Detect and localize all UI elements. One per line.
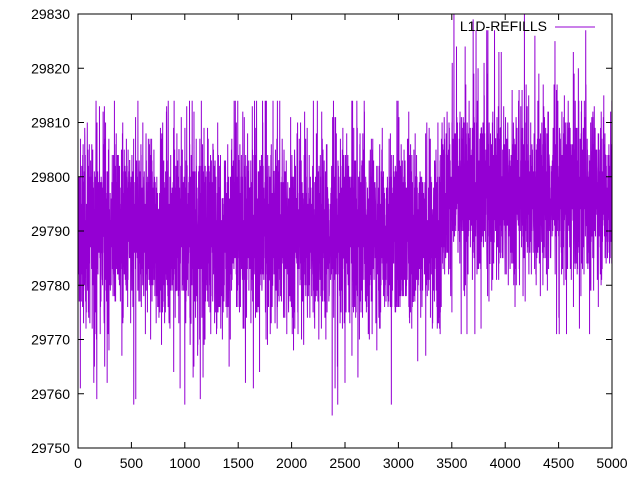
x-tick-label: 4500	[543, 455, 574, 471]
x-tick-label: 2500	[329, 455, 360, 471]
x-tick-label: 500	[120, 455, 144, 471]
y-tick-label: 29790	[31, 223, 70, 239]
y-tick-label: 29810	[31, 115, 70, 131]
y-tick-label: 29820	[31, 60, 70, 76]
x-tick-label: 1000	[169, 455, 200, 471]
legend-label: L1D-REFILLS	[460, 18, 547, 34]
y-tick-label: 29830	[31, 6, 70, 22]
series-layer	[77, 13, 613, 416]
x-tick-label: 5000	[596, 455, 627, 471]
y-tick-label: 29750	[31, 440, 70, 456]
x-tick-label: 3000	[383, 455, 414, 471]
series-line	[77, 13, 613, 416]
x-tick-label: 1500	[223, 455, 254, 471]
x-tick-label: 0	[74, 455, 82, 471]
y-tick-label: 29760	[31, 386, 70, 402]
x-tick-label: 4000	[490, 455, 521, 471]
x-tick-label: 3500	[436, 455, 467, 471]
y-tick-label: 29780	[31, 277, 70, 293]
plot-frame	[77, 13, 613, 449]
legend: L1D-REFILLS	[460, 18, 595, 34]
y-tick-label: 29770	[31, 332, 70, 348]
y-tick-label: 29800	[31, 169, 70, 185]
x-tick-label: 2000	[276, 455, 307, 471]
ticks-layer: 29750 29760 29770 29780 29790 29800 29810 29820…	[31, 6, 628, 471]
